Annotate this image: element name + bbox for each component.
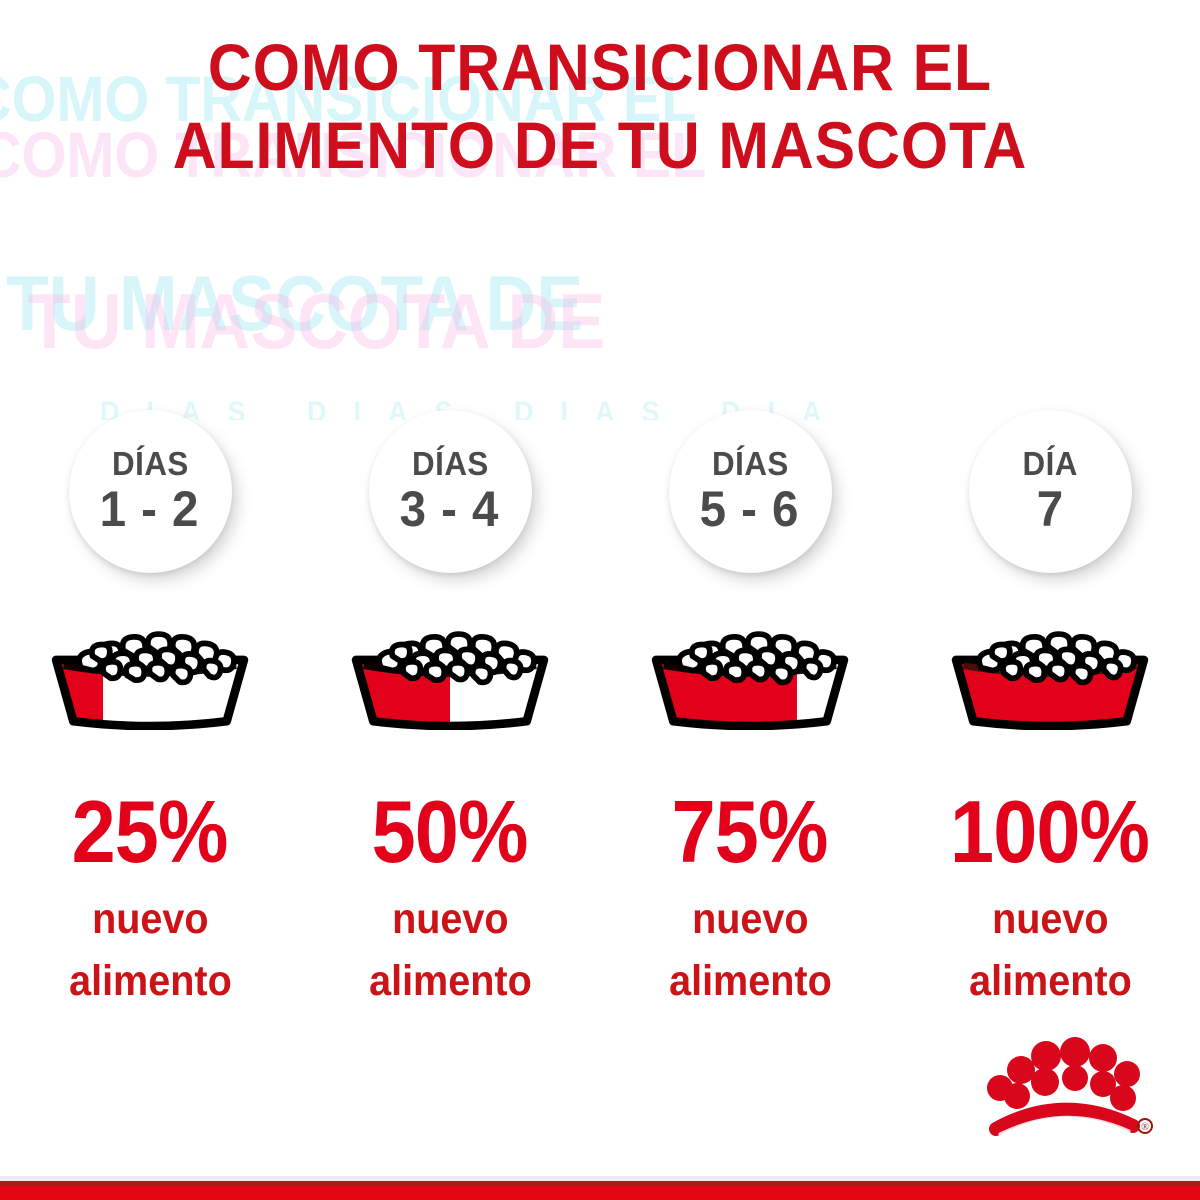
svg-text:®: ® bbox=[1141, 1122, 1149, 1133]
caption-line2-4: alimento bbox=[968, 957, 1132, 1005]
dog-food-bowl-icon bbox=[351, 631, 549, 730]
dog-food-bowl-icon bbox=[951, 631, 1149, 730]
day-badge-1: DÍAS 1 - 2 bbox=[68, 410, 232, 573]
day-word-4: DÍA bbox=[1022, 445, 1078, 482]
caption-line1-2: nuevo bbox=[391, 895, 509, 943]
day-number-3: 5 - 6 bbox=[700, 481, 800, 537]
caption-line2-2: alimento bbox=[368, 957, 532, 1005]
day-number-2: 3 - 4 bbox=[400, 481, 500, 537]
caption-line2-3: alimento bbox=[668, 957, 832, 1005]
day-badge-4: DÍA 7 bbox=[968, 410, 1132, 573]
page-title-line-2: ALIMENTO DE TU MASCOTA bbox=[172, 108, 1028, 182]
page-title-line-1: COMO TRANSICIONAR EL bbox=[207, 30, 993, 104]
day-number-4: 7 bbox=[1036, 481, 1064, 537]
day-word-2: DÍAS bbox=[411, 445, 489, 482]
step-column-1: DÍAS 1 - 2 bbox=[0, 410, 300, 1012]
caption-line1-1: nuevo bbox=[91, 895, 209, 943]
bottom-bar-shade bbox=[0, 1181, 1200, 1186]
step-column-4: DÍA 7 bbox=[900, 410, 1200, 1012]
caption-line2-1: alimento bbox=[68, 957, 232, 1005]
ghost-text-line-3: TU MASCOTA DE bbox=[6, 259, 584, 347]
transition-steps: DÍAS 1 - 2 bbox=[0, 410, 1200, 1012]
royal-canin-crown-icon: ® bbox=[987, 1037, 1153, 1136]
percent-value-4: 100% bbox=[950, 782, 1151, 881]
day-word-1: DÍAS bbox=[111, 445, 189, 482]
dog-food-bowl-icon bbox=[651, 631, 849, 730]
day-word-3: DÍAS bbox=[711, 445, 789, 482]
bowl-illustration-3 bbox=[630, 605, 870, 730]
caption-line1-3: nuevo bbox=[691, 895, 809, 943]
step-column-2: DÍAS 3 - 4 bbox=[300, 410, 600, 1012]
percent-value-2: 50% bbox=[372, 782, 529, 881]
bottom-bar-tint bbox=[0, 1176, 1200, 1181]
day-badge-3: DÍAS 5 - 6 bbox=[668, 410, 832, 573]
caption-line1-4: nuevo bbox=[991, 895, 1109, 943]
percent-value-3: 75% bbox=[672, 782, 829, 881]
registered-mark-icon: ® bbox=[1137, 1118, 1153, 1134]
day-number-1: 1 - 2 bbox=[100, 481, 200, 537]
percent-value-1: 25% bbox=[72, 782, 229, 881]
ghost-text-line-4: TU MASCOTA DE bbox=[28, 277, 606, 365]
bowl-illustration-4 bbox=[930, 605, 1170, 730]
page-title: COMO TRANSICIONAR EL ALIMENTO DE TU MASC… bbox=[0, 28, 1200, 184]
dog-food-bowl-icon bbox=[51, 631, 249, 730]
bowl-illustration-2 bbox=[330, 605, 570, 730]
step-column-3: DÍAS 5 - 6 bbox=[600, 410, 900, 1012]
bowl-illustration-1 bbox=[30, 605, 270, 730]
day-badge-2: DÍAS 3 - 4 bbox=[368, 410, 532, 573]
